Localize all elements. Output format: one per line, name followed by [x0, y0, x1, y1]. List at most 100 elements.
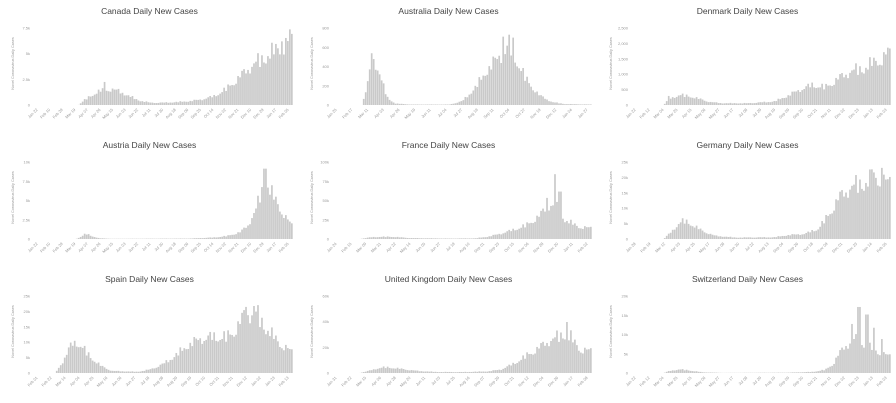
chart-panel: Novel Coronavirus Daily Cases 2,500 2,000 1…	[598, 0, 896, 134]
bar	[554, 102, 556, 105]
bar	[514, 230, 516, 239]
bar	[141, 370, 144, 373]
x-tick-label: Apr 26	[90, 241, 102, 253]
bar	[863, 190, 865, 239]
bar	[498, 233, 501, 239]
bar	[396, 103, 399, 105]
y-tick-label: 10k	[622, 206, 628, 211]
bar	[155, 367, 158, 373]
bar	[187, 101, 190, 105]
bar	[239, 232, 241, 239]
bar	[243, 310, 245, 373]
bar	[707, 102, 710, 105]
x-tick-label: Jan 22	[27, 107, 40, 120]
bar	[231, 334, 233, 373]
bar	[775, 101, 778, 105]
bar	[438, 372, 441, 373]
bar	[502, 368, 505, 373]
bar	[687, 370, 690, 373]
bar	[861, 345, 863, 373]
bar	[105, 368, 108, 373]
y-tick-label: 40k	[323, 319, 329, 324]
bar	[739, 103, 742, 105]
bar	[237, 232, 239, 239]
bar	[422, 371, 425, 373]
bar	[426, 238, 429, 239]
y-tick-label: 5k	[26, 198, 30, 203]
bar	[163, 363, 166, 373]
bar	[809, 372, 812, 373]
bar	[251, 315, 253, 373]
y-tick-label: 600	[322, 45, 329, 50]
bar	[518, 68, 520, 105]
bar	[851, 323, 853, 373]
bar	[741, 237, 744, 239]
bar	[157, 366, 160, 373]
bar	[568, 104, 570, 105]
bar	[729, 102, 732, 105]
bar	[179, 101, 182, 105]
bar	[478, 371, 481, 373]
bar	[506, 231, 509, 239]
bar	[79, 103, 82, 105]
bar	[277, 204, 279, 239]
bar	[115, 370, 118, 373]
bar	[787, 95, 790, 105]
bar	[97, 89, 100, 105]
bar	[871, 65, 873, 105]
bar	[526, 222, 528, 239]
bar	[386, 236, 389, 239]
bar	[737, 103, 740, 105]
bar	[588, 104, 590, 105]
bar	[79, 236, 82, 239]
bar	[663, 238, 666, 239]
bar	[773, 237, 776, 239]
bar	[213, 237, 215, 239]
bar	[679, 95, 682, 105]
y-tick-label: 25k	[24, 294, 30, 299]
bar	[390, 237, 393, 239]
bar	[450, 238, 453, 239]
bar	[125, 371, 128, 373]
y-tick-label: 15k	[24, 324, 30, 329]
bar	[291, 33, 293, 105]
bar	[484, 75, 487, 105]
bar	[699, 98, 702, 105]
bar	[492, 56, 495, 105]
bar	[755, 237, 758, 239]
x-tick-label: Jun 03	[115, 107, 128, 120]
bar	[127, 371, 130, 373]
y-tick-label: 15k	[622, 190, 628, 195]
bar	[835, 199, 837, 239]
bar	[291, 223, 293, 239]
bar	[863, 347, 865, 373]
bar	[271, 185, 273, 239]
bar	[813, 231, 815, 239]
y-tick-label: 100k	[320, 160, 329, 165]
bar	[522, 67, 524, 105]
bar	[396, 236, 399, 239]
bar	[811, 230, 813, 239]
bar	[560, 191, 562, 239]
bar	[701, 372, 704, 373]
x-tick-label: May 15	[101, 107, 114, 120]
bar	[574, 223, 576, 239]
bar	[534, 92, 536, 105]
bar	[285, 344, 287, 373]
bar	[733, 103, 736, 105]
bar	[374, 237, 377, 239]
bar	[364, 92, 367, 105]
x-tick-label: Mar 15	[355, 375, 368, 388]
bar	[534, 221, 536, 239]
bar	[494, 370, 497, 373]
bar	[205, 339, 208, 373]
y-axis-label: Novel Coronavirus Daily Cases	[310, 37, 314, 90]
bar	[845, 74, 847, 105]
bar	[765, 237, 768, 239]
x-tick-label: Jul 08	[737, 375, 749, 387]
bar	[227, 235, 229, 239]
bar	[167, 362, 170, 373]
x-tick-label: Oct 04	[498, 107, 510, 119]
bar	[881, 65, 883, 105]
y-tick-label: 0	[327, 371, 330, 376]
